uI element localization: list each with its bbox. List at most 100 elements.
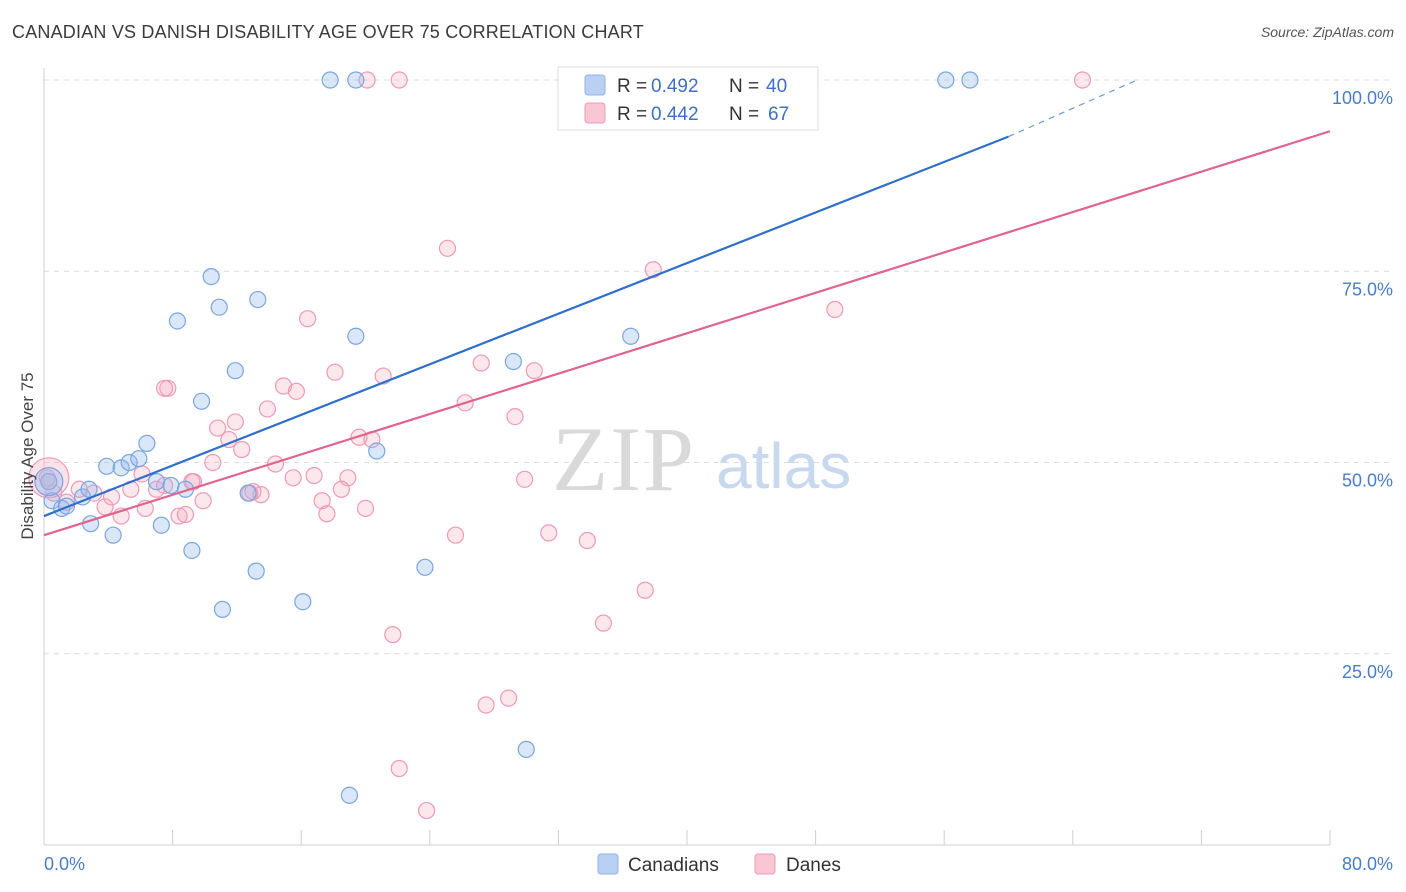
danes-point [384, 626, 402, 644]
danes-point [525, 362, 543, 380]
canadians-n-label: N = [729, 76, 759, 97]
canadians-point [347, 327, 365, 345]
danes-point [287, 382, 305, 400]
canadians-r-label: R = [617, 76, 647, 97]
y-tick-labels: 25.0% 50.0% 75.0% 100.0% [1332, 88, 1393, 682]
danes-point [417, 801, 436, 820]
danes-n-label: N = [729, 104, 759, 125]
danes-point [332, 480, 350, 498]
canadians-point [321, 71, 339, 89]
canadians-point [213, 600, 232, 618]
watermark-atlas: atlas [716, 430, 851, 502]
danes-point [438, 239, 457, 257]
danes-trend-line [43, 130, 1331, 537]
source-credit: Source: ZipAtlas.com [1260, 24, 1394, 40]
canadians-point [210, 298, 228, 316]
danes-swatch [584, 102, 606, 124]
correlation-legend: R = 0.492 N = 40 R = 0.442 N = 67 [557, 66, 819, 131]
canadians-point [98, 457, 116, 475]
danes-point [826, 300, 844, 319]
canadians-point [416, 558, 434, 576]
canadians-point [202, 268, 220, 286]
chart-title: CANADIAN VS DANISH DISABILITY AGE OVER 7… [12, 22, 644, 42]
canadians-point [961, 71, 979, 89]
canadians-point [239, 484, 257, 502]
canadians-cluster-point [34, 467, 64, 497]
canadians-points [34, 71, 979, 804]
canadians-trend-line [43, 135, 1009, 518]
danes-point [274, 377, 293, 395]
danes-point [226, 413, 244, 431]
canadians-point [504, 352, 522, 371]
danes-point [477, 696, 495, 714]
canadians-point [40, 473, 58, 491]
y-tick-label: 25.0% [1342, 662, 1393, 682]
canadians-point [347, 71, 365, 89]
danes-r-label: R = [617, 104, 647, 125]
trend-lines [43, 79, 1331, 537]
canadians-point [138, 434, 156, 452]
danes-point [356, 499, 375, 517]
danes-point [313, 492, 331, 510]
danes-point [258, 400, 277, 418]
y-tick-label: 50.0% [1342, 471, 1393, 491]
canadians-point [183, 541, 201, 560]
canadians-point [937, 71, 955, 89]
danes-point [326, 363, 344, 381]
canadians-point [192, 392, 211, 410]
x-tick-label-min: 0.0% [44, 854, 85, 874]
danes-point [299, 310, 317, 328]
canadians-point [368, 442, 386, 460]
canadians-legend-swatch [597, 853, 619, 875]
x-ticks [43, 830, 1331, 845]
danes-point [390, 71, 408, 89]
canadians-point [517, 740, 535, 758]
danes-point [170, 507, 188, 525]
danes-point [194, 492, 212, 510]
danes-point [155, 476, 174, 495]
danes-point [1073, 71, 1092, 89]
danes-point [176, 505, 195, 524]
canadians-r-value: 0.492 [651, 76, 699, 97]
danes-point [318, 505, 336, 523]
danes-point [155, 379, 174, 397]
canadians-point [147, 473, 166, 491]
canadians-point [249, 290, 267, 309]
canadians-point [622, 327, 640, 345]
canadians-point [226, 362, 244, 380]
danes-point [284, 469, 302, 487]
danes-point [540, 524, 558, 542]
danes-legend-label: Danes [786, 855, 841, 876]
danes-point [594, 614, 613, 632]
canadians-swatch [584, 74, 606, 96]
danes-point [233, 440, 251, 459]
danes-point [305, 466, 323, 485]
canadians-point [162, 476, 180, 495]
canadians-point [340, 786, 359, 804]
canadians-point [247, 562, 265, 580]
canadians-point [80, 480, 98, 498]
canadians-point [168, 312, 187, 330]
y-tick-label: 75.0% [1342, 279, 1393, 299]
watermark-zip: ZIP [552, 408, 696, 510]
x-tick-label-max: 80.0% [1342, 854, 1393, 874]
danes-point [446, 526, 465, 544]
danes-point [516, 470, 534, 488]
canadians-trend-extension [1008, 79, 1138, 138]
danes-n-value: 67 [768, 104, 789, 125]
danes-point [578, 531, 596, 550]
series-legend: Canadians Danes [597, 853, 841, 876]
danes-r-value: 0.442 [651, 104, 699, 125]
canadians-point [120, 453, 138, 472]
danes-legend-swatch [754, 853, 776, 875]
danes-point [506, 408, 524, 426]
canadians-point [104, 526, 122, 544]
danes-point [472, 354, 490, 372]
danes-point [636, 581, 654, 599]
canadians-point [294, 593, 312, 611]
canadians-legend-label: Canadians [628, 855, 719, 876]
y-tick-label: 100.0% [1332, 88, 1393, 108]
danes-point [390, 759, 408, 778]
y-axis-label: Disability Age Over 75 [18, 372, 37, 539]
